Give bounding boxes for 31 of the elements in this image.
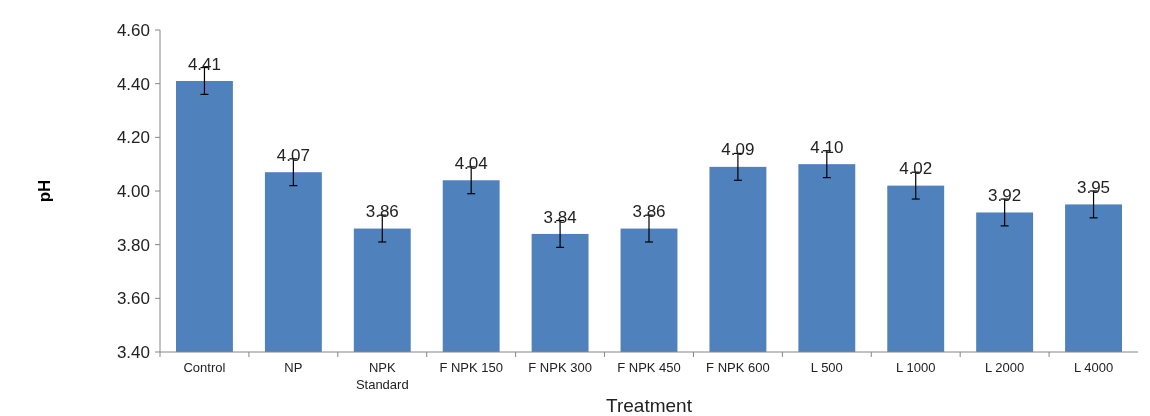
- x-tick-label: Control: [183, 360, 226, 375]
- data-label: 4.10: [810, 137, 844, 157]
- y-tick-label: 3.80: [116, 235, 150, 255]
- y-tick-label: 4.20: [116, 128, 150, 148]
- y-tick-label: 3.60: [116, 289, 150, 309]
- y-tick-label: 4.00: [116, 181, 150, 201]
- x-tick-label: L 2000: [985, 360, 1025, 375]
- x-tick-label: L 500: [810, 360, 843, 375]
- data-label: 3.92: [988, 186, 1022, 206]
- data-label: 4.04: [454, 153, 488, 173]
- data-label: 3.86: [632, 202, 666, 222]
- x-tick-label: NP: [284, 360, 303, 375]
- y-tick-label: 3.40: [116, 342, 150, 362]
- y-tick-label: 4.40: [116, 74, 150, 94]
- data-label: 4.41: [187, 54, 221, 74]
- data-label: 3.84: [543, 207, 577, 227]
- data-label: 4.07: [276, 145, 310, 165]
- x-tick-label: F NPK 300: [528, 360, 592, 375]
- data-label: 3.95: [1077, 178, 1111, 197]
- x-axis-title: Treatment: [606, 395, 693, 416]
- x-tick-label: F NPK 450: [617, 360, 681, 375]
- x-tick-label: L 1000: [896, 360, 936, 375]
- data-label: 4.09: [721, 140, 755, 160]
- x-tick-label: L 4000: [1073, 360, 1114, 375]
- x-tick-label: F NPK 150: [439, 360, 503, 375]
- x-tick-label: F NPK 600: [706, 360, 770, 375]
- data-label: 4.02: [899, 159, 933, 179]
- x-tick-label: NPK Standard: [355, 360, 409, 392]
- y-axis-title: pH: [35, 179, 54, 203]
- data-label: 3.86: [365, 202, 399, 222]
- y-tick-label: 4.60: [116, 20, 150, 40]
